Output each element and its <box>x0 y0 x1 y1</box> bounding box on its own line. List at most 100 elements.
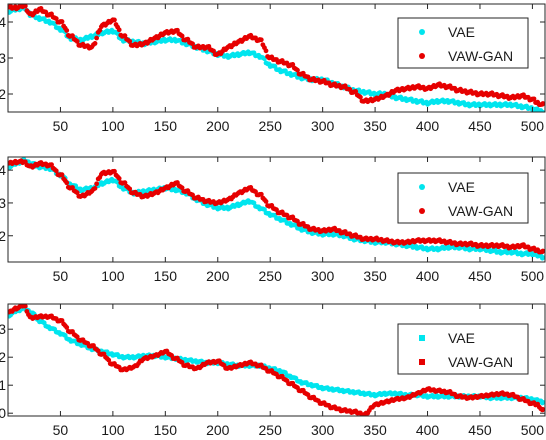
x-tick-label: 400 <box>416 118 440 134</box>
axes-box <box>7 156 546 263</box>
data-point <box>112 17 117 23</box>
x-tick-label: 100 <box>101 422 125 438</box>
x-tick-label: 400 <box>416 268 440 284</box>
x-tick-label: 450 <box>468 118 492 134</box>
y-tick-label: 2 <box>0 349 6 365</box>
x-tick-label: 150 <box>154 118 178 134</box>
data-point <box>258 191 264 197</box>
data-point <box>531 96 537 102</box>
series-vaw-gan <box>8 4 545 108</box>
legend-label: VAE <box>448 179 475 195</box>
y-tick-label: 3 <box>0 321 6 337</box>
y-tick-label: 2 <box>0 228 6 244</box>
data-point <box>116 27 122 33</box>
legend-label: VAW-GAN <box>448 203 513 219</box>
data-point <box>540 248 545 254</box>
legend-label: VAW-GAN <box>448 48 513 64</box>
data-point <box>127 38 133 44</box>
x-tick-label: 50 <box>53 118 69 134</box>
y-tick-label: 4 <box>0 14 6 30</box>
data-point <box>540 406 545 412</box>
data-point <box>116 176 122 181</box>
data-point <box>94 181 100 187</box>
legend-label: VAW-GAN <box>448 354 513 370</box>
x-tick-label: 250 <box>259 422 283 438</box>
data-point <box>112 168 117 174</box>
data-point <box>263 48 269 54</box>
legend-box <box>397 323 529 375</box>
x-tick-label: 300 <box>311 268 335 284</box>
chart-panel-2: 50 100 150 200 250 300 350 400 450 500 2 3 4 VAE VAW-G… <box>0 156 546 284</box>
x-tick-label: 200 <box>206 118 230 134</box>
legend-marker <box>419 335 425 341</box>
data-point <box>74 38 80 44</box>
x-tick-label: 200 <box>206 268 230 284</box>
series-vaw-gan <box>8 158 545 255</box>
data-point <box>258 37 264 43</box>
x-tick-label: 300 <box>311 422 335 438</box>
data-point <box>295 67 300 73</box>
x-tick-label: 50 <box>53 268 69 284</box>
data-point <box>263 198 269 204</box>
x-tick-label: 500 <box>521 268 545 284</box>
data-point <box>92 185 98 191</box>
x-tick-label: 400 <box>416 422 440 438</box>
data-point <box>22 4 28 9</box>
legend-marker <box>419 184 425 190</box>
legend-marker <box>419 359 425 365</box>
data-point <box>97 27 103 33</box>
chart-panel-1: 50 100 150 200 250 300 350 400 450 500 2 3 4 VAE VAW-G… <box>0 3 546 134</box>
x-tick-label: 250 <box>259 118 283 134</box>
data-point <box>74 190 80 196</box>
data-point <box>94 35 100 41</box>
y-tick-label: 2 <box>0 86 6 102</box>
legend-label: VAE <box>448 330 475 346</box>
data-point <box>540 101 545 106</box>
axes-box <box>7 303 546 417</box>
y-tick-label: 3 <box>0 50 6 66</box>
data-point <box>92 41 98 46</box>
x-tick-label: 450 <box>468 422 492 438</box>
legend: VAE VAW-GAN <box>397 17 529 69</box>
series-vaw-gan <box>8 304 545 416</box>
x-tick-label: 150 <box>154 268 178 284</box>
legend-marker <box>419 29 425 35</box>
data-point <box>59 172 65 178</box>
chart-panel-3: 50 100 150 200 250 300 350 400 450 500 0 1 2 3 VAE VAW-… <box>0 303 546 438</box>
data-point <box>358 94 363 100</box>
x-tick-label: 100 <box>101 118 125 134</box>
data-point <box>64 28 70 33</box>
x-tick-label: 500 <box>521 422 545 438</box>
data-point <box>540 255 545 260</box>
x-tick-label: 50 <box>53 422 69 438</box>
legend: VAE VAW-GAN <box>397 172 529 224</box>
legend-marker <box>419 208 425 214</box>
x-tick-label: 250 <box>259 268 283 284</box>
legend-box <box>397 172 529 224</box>
y-tick-label: 0 <box>0 405 6 421</box>
data-point <box>64 324 70 330</box>
y-tick-label: 4 <box>0 162 6 178</box>
x-tick-label: 350 <box>363 118 387 134</box>
data-point <box>127 186 133 192</box>
data-point <box>59 19 65 24</box>
x-tick-label: 100 <box>101 268 125 284</box>
data-point <box>64 180 70 186</box>
y-tick-label: 1 <box>0 377 6 393</box>
data-point <box>22 304 28 309</box>
x-tick-label: 200 <box>206 422 230 438</box>
x-tick-label: 350 <box>363 422 387 438</box>
x-tick-label: 500 <box>521 118 545 134</box>
x-tick-label: 150 <box>154 422 178 438</box>
legend-box <box>397 17 529 69</box>
y-tick-label: 3 <box>0 195 6 211</box>
x-tick-label: 450 <box>468 268 492 284</box>
data-point <box>190 41 195 47</box>
legend-marker <box>419 53 425 59</box>
legend-label: VAE <box>448 24 475 40</box>
data-point <box>179 33 185 39</box>
legend: VAE VAW-GAN <box>397 323 529 375</box>
data-point <box>53 168 59 174</box>
data-point <box>540 399 545 405</box>
